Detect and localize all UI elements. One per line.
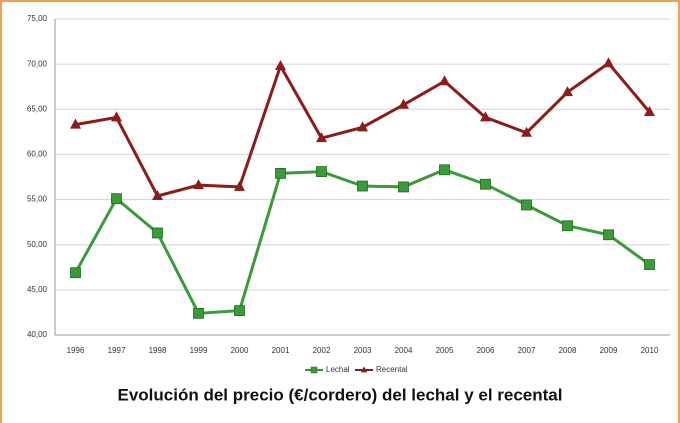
point <box>398 98 409 109</box>
y-tick-label: 75,00 <box>27 14 48 23</box>
x-tick-label: 1999 <box>190 346 208 355</box>
point <box>521 126 532 137</box>
legend-label: Lechal <box>326 365 350 374</box>
y-tick-label: 70,00 <box>27 59 48 68</box>
point <box>562 86 573 97</box>
x-tick-label: 2002 <box>313 346 331 355</box>
point <box>603 229 614 241</box>
point <box>234 305 245 317</box>
point <box>316 166 327 177</box>
point <box>111 111 122 122</box>
legend-marker <box>310 366 318 374</box>
point <box>357 180 368 192</box>
x-tick-label: 2009 <box>600 346 618 355</box>
point <box>521 199 532 211</box>
legend-marker <box>360 366 368 373</box>
x-tick-label: 2000 <box>231 346 249 355</box>
point <box>398 181 409 193</box>
x-tick-label: 1996 <box>67 346 85 355</box>
point <box>193 179 204 190</box>
point <box>357 121 368 132</box>
point <box>111 193 122 205</box>
point <box>152 189 163 200</box>
point <box>480 178 491 190</box>
x-tick-label: 2010 <box>641 346 659 355</box>
point <box>644 259 655 270</box>
x-tick-label: 2005 <box>436 346 454 355</box>
point <box>644 105 655 116</box>
point <box>70 118 81 129</box>
point <box>480 111 491 122</box>
point <box>275 167 286 179</box>
legend-label: Recental <box>376 365 408 374</box>
x-tick-label: 2008 <box>559 346 577 355</box>
x-tick-label: 1997 <box>108 346 126 355</box>
y-tick-label: 45,00 <box>27 285 48 294</box>
y-tick-label: 60,00 <box>27 150 48 159</box>
x-tick-label: 2006 <box>477 346 495 355</box>
x-tick-label: 2001 <box>272 346 290 355</box>
x-tick-label: 2007 <box>518 346 536 355</box>
point <box>234 180 245 191</box>
point <box>439 164 450 176</box>
x-tick-label: 2003 <box>354 346 372 355</box>
x-tick-label: 1998 <box>149 346 167 355</box>
point <box>439 75 450 86</box>
point <box>275 59 286 70</box>
y-tick-label: 65,00 <box>27 104 48 113</box>
caption: Evolución del precio (€/cordero) del lec… <box>118 385 563 404</box>
y-tick-label: 40,00 <box>27 330 48 339</box>
point <box>152 227 163 239</box>
y-tick-label: 55,00 <box>27 195 48 204</box>
y-tick-label: 50,00 <box>27 240 48 249</box>
point <box>70 267 81 279</box>
x-tick-label: 2004 <box>395 346 413 355</box>
point <box>603 57 614 68</box>
point <box>316 132 327 143</box>
point <box>562 220 573 232</box>
point <box>193 307 204 319</box>
